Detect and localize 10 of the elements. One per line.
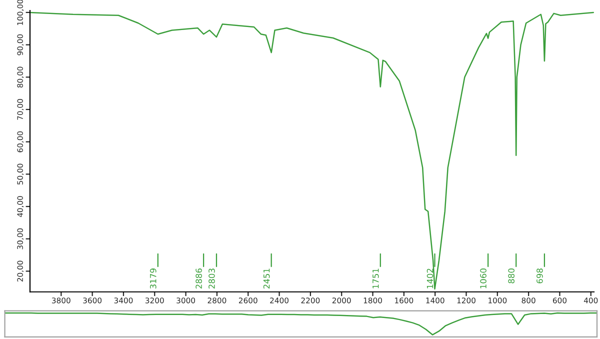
- ref-line-label: 3179: [150, 268, 156, 289]
- ref-line-label: 880: [508, 268, 514, 284]
- ref-line-label: 1060: [480, 268, 486, 288]
- ref-line-label: 2886: [196, 268, 202, 289]
- ref-line-label: 2803: [208, 268, 215, 289]
- ref-line-label: 1402: [426, 268, 434, 288]
- line-series: [30, 12, 594, 290]
- ref-line-label: 2451: [263, 268, 270, 289]
- ref-line-label: 1751: [372, 268, 379, 288]
- ref-line-label: 698: [536, 268, 543, 284]
